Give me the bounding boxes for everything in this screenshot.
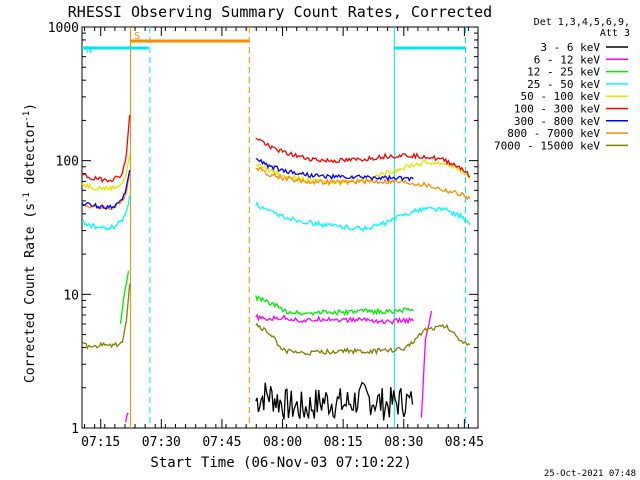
y-tick-label: 100 <box>56 155 79 170</box>
y-tick-label: 10 <box>63 288 79 303</box>
x-tick-label: 07:15 <box>81 435 120 450</box>
series-line <box>255 137 470 178</box>
legend-label: 800 - 7000 keV <box>507 127 600 140</box>
x-tick-label: 08:15 <box>324 435 363 450</box>
series-800-7000-kev <box>81 166 471 211</box>
legend-label: 6 - 12 keV <box>534 53 601 66</box>
series-line <box>81 195 131 231</box>
series-3-6-kev <box>255 381 414 421</box>
y-axis-label-end: ) <box>23 103 38 111</box>
x-tick-label: 07:30 <box>142 435 181 450</box>
series-25-50-kev <box>81 195 471 232</box>
detector-info-line: Det 1,3,4,5,6,9, <box>534 17 630 28</box>
detector-info-line: Att 3 <box>600 28 630 39</box>
y-axis-label-main: Corrected Count Rate (s <box>23 203 38 383</box>
plot-frame <box>81 26 479 429</box>
series-line <box>255 166 471 201</box>
series-line <box>255 295 414 317</box>
legend-label: 300 - 800 keV <box>514 115 600 128</box>
series-line <box>81 154 131 192</box>
x-tick-label: 07:45 <box>202 435 241 450</box>
plot-area: 1 10 100 1000 07:15 07:30 07:45 08:00 08:15 08:30… <box>48 21 484 450</box>
legend-label: 3 - 6 keV <box>540 41 600 54</box>
series-line <box>255 201 471 232</box>
series-line <box>255 313 414 325</box>
x-axis-label: Start Time (06-Nov-03 07:10:22) <box>150 455 411 471</box>
y-axis-ticks: 1 10 100 1000 <box>48 21 478 437</box>
legend-label: 7000 - 15000 keV <box>494 139 600 152</box>
series-line <box>255 322 471 356</box>
series-300-800-kev <box>81 158 414 210</box>
series-line <box>255 158 414 182</box>
y-axis-label-mid: detector <box>23 122 38 193</box>
legend-label: 50 - 100 keV <box>521 90 601 103</box>
flag-label: S <box>134 31 140 42</box>
flag-label: N <box>86 45 92 56</box>
series-50-100-kev <box>81 154 471 192</box>
y-tick-label: 1000 <box>48 21 79 36</box>
observing-flags: SN <box>82 31 466 56</box>
x-axis-ticks: 07:15 07:30 07:45 08:00 08:15 08:30 08:45 <box>81 27 484 450</box>
y-axis-label: Corrected Count Rate (s-1 detector-1) <box>22 103 38 383</box>
x-tick-label: 08:00 <box>263 435 302 450</box>
series-line <box>124 412 129 423</box>
legend-label: 100 - 300 keV <box>514 103 600 116</box>
series-line <box>81 169 131 210</box>
x-tick-label: 08:45 <box>445 435 484 450</box>
y-axis-label-sup: -1 <box>22 192 32 203</box>
series-line <box>81 173 131 211</box>
series-line <box>119 270 130 324</box>
detector-info: Det 1,3,4,5,6,9,Att 3 <box>534 17 630 39</box>
y-tick-label: 1 <box>71 422 79 437</box>
footer-timestamp: 25-Oct-2021 07:48 <box>544 469 636 479</box>
event-markers <box>129 27 466 428</box>
y-axis-label-sup2: -1 <box>22 111 32 122</box>
series-7000-15000-kev <box>81 283 471 356</box>
series-line <box>81 114 131 184</box>
series-line <box>255 381 414 421</box>
series-line <box>420 310 433 418</box>
series-100-300-kev <box>81 114 470 184</box>
legend-label: 25 - 50 keV <box>527 78 600 91</box>
series-12-25-kev <box>119 270 414 324</box>
legend-label: 12 - 25 keV <box>527 66 600 79</box>
x-tick-label: 08:30 <box>384 435 423 450</box>
chart-title: RHESSI Observing Summary Count Rates, Co… <box>68 3 492 21</box>
series-6-12-kev <box>124 310 433 423</box>
series-line <box>81 283 131 350</box>
